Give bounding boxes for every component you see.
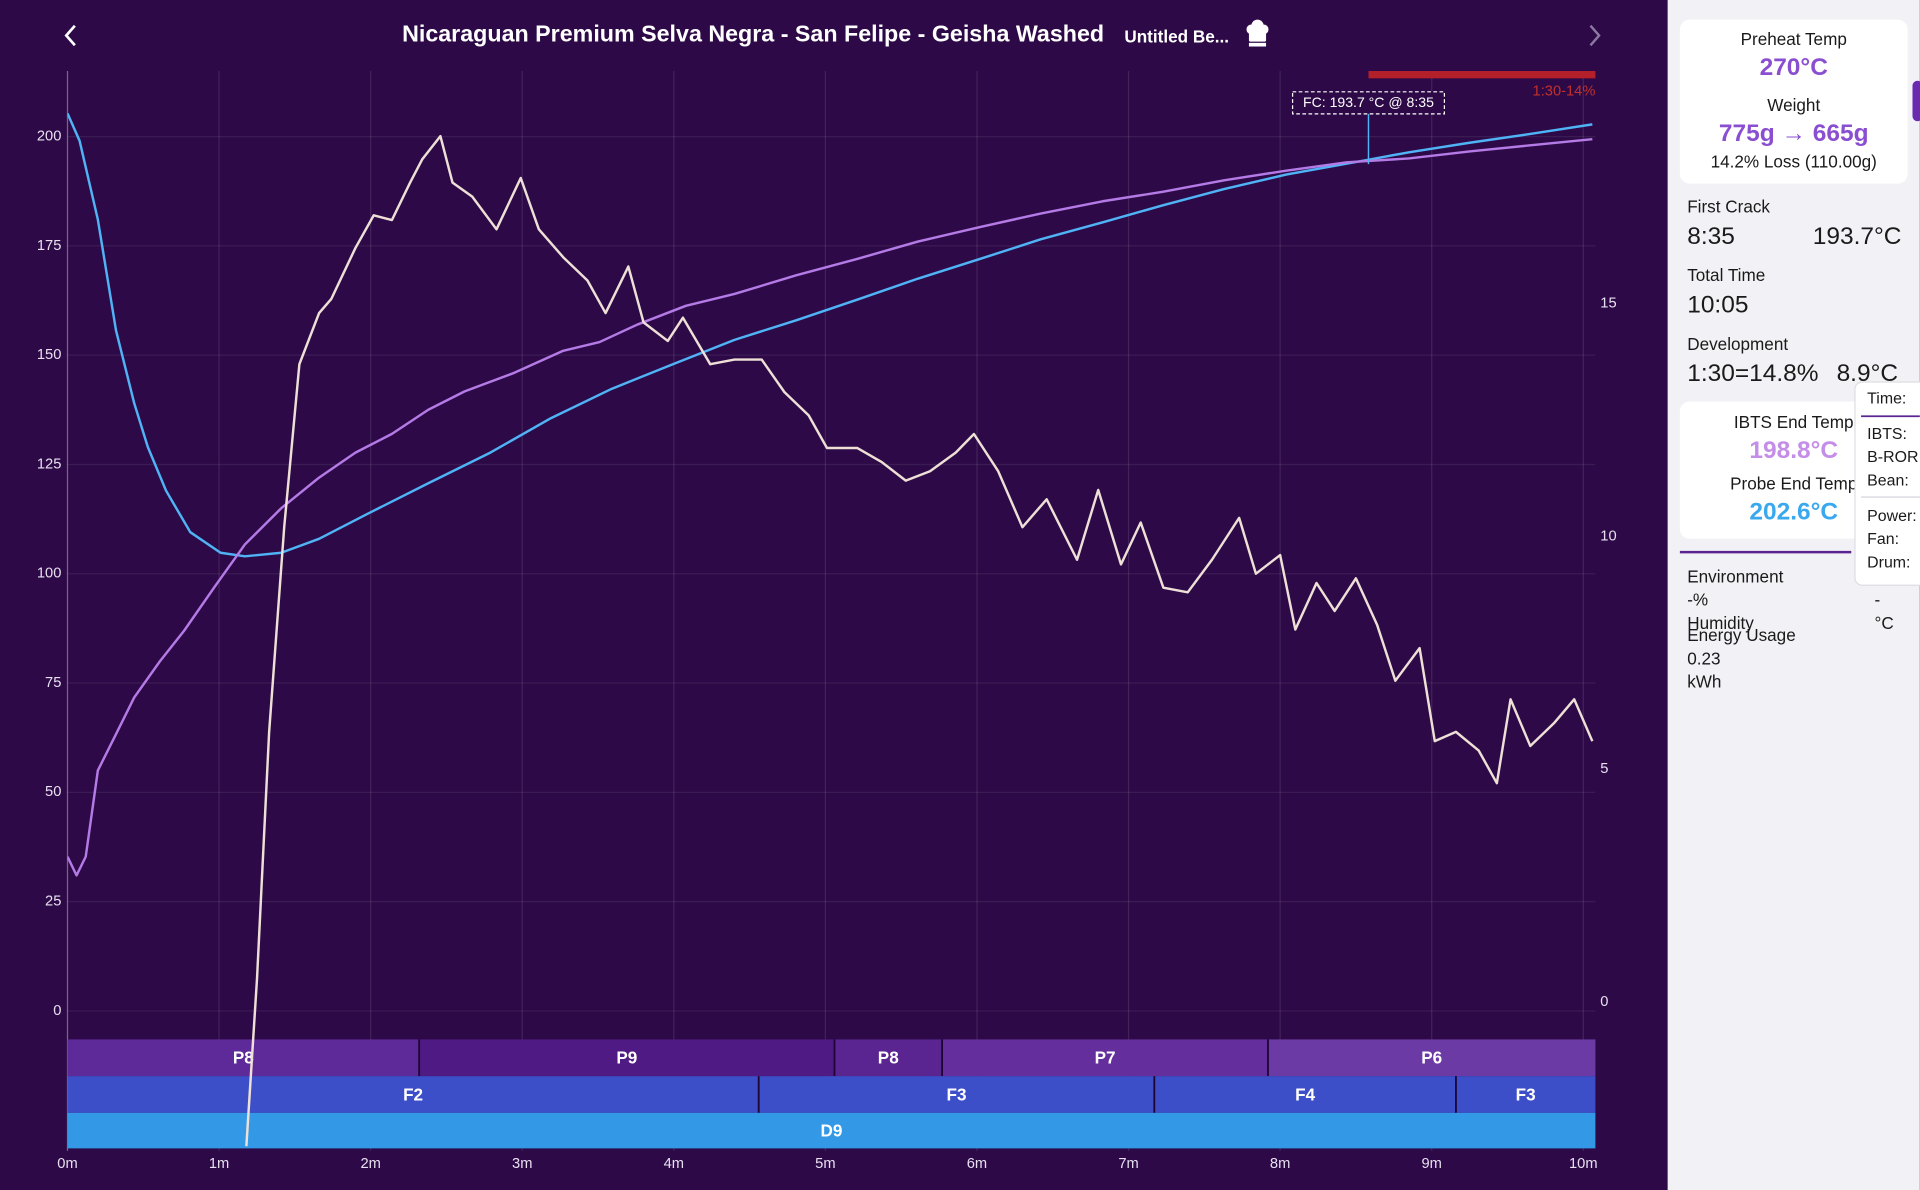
- y-tick-label: 50: [45, 784, 61, 800]
- phase-band: [942, 1039, 1268, 1077]
- x-tick-label: 3m: [512, 1156, 532, 1172]
- roast-title: Nicaraguan Premium Selva Negra - San Fel…: [402, 21, 1104, 47]
- value: 270°C: [1760, 54, 1828, 81]
- band-label: P9: [616, 1048, 637, 1068]
- label: IBTS End Temp: [1734, 412, 1854, 432]
- tooltip-label: IBTS:: [1867, 426, 1907, 443]
- back-button[interactable]: [64, 24, 76, 47]
- tooltip-label: Power:: [1867, 508, 1917, 525]
- phase-band: [67, 1039, 420, 1077]
- development-bar: [1368, 71, 1596, 79]
- x-tick-label: 8m: [1270, 1156, 1290, 1172]
- y2-tick-label: 10: [1600, 528, 1616, 544]
- value: 8:35: [1687, 223, 1735, 250]
- y-tick-label: 0: [53, 1003, 61, 1019]
- y-tick-label: 75: [45, 675, 61, 691]
- x-tick-label: 1m: [209, 1156, 229, 1172]
- label: Humidity: [1687, 613, 1754, 633]
- band-label: F4: [1295, 1084, 1315, 1104]
- summary-card: [1679, 19, 1908, 184]
- y-tick-label: 25: [45, 894, 61, 910]
- y2-tick-label: 15: [1600, 296, 1616, 312]
- y-tick-label: 175: [37, 238, 62, 254]
- tooltip-label: Bean:: [1867, 472, 1909, 489]
- next-button[interactable]: [1589, 24, 1601, 47]
- x-tick-label: 6m: [967, 1156, 987, 1172]
- value: 1:30=14.8%: [1687, 360, 1818, 387]
- series-line: [67, 112, 1593, 558]
- band-label: P8: [878, 1048, 899, 1068]
- y-tick-label: 125: [37, 456, 62, 472]
- x-tick-label: 0m: [57, 1156, 77, 1172]
- value: 202.6°C: [1749, 498, 1838, 525]
- value: 0.23: [1687, 648, 1720, 668]
- band-label: D9: [820, 1120, 842, 1140]
- y-tick-label: 200: [37, 128, 62, 144]
- label: 14.2% Loss (110.00g): [1711, 151, 1877, 171]
- phase-band: [1267, 1039, 1596, 1077]
- phase-band: [419, 1039, 835, 1077]
- y-tick-label: 100: [37, 566, 62, 582]
- tooltip-label: B-ROR: [1867, 449, 1918, 466]
- series-line: [245, 134, 1594, 1147]
- phase-band: [1455, 1076, 1596, 1113]
- band-label: P8: [233, 1048, 254, 1068]
- band-label: F2: [403, 1084, 423, 1104]
- label: Preheat Temp: [1741, 29, 1847, 49]
- band-label: F3: [1516, 1084, 1536, 1104]
- end-temp-card: [1679, 401, 1908, 539]
- series-line: [67, 137, 1593, 877]
- band-label: P6: [1421, 1048, 1442, 1068]
- value: 775g → 665g: [1719, 120, 1869, 147]
- x-tick-label: 5m: [815, 1156, 835, 1172]
- first-crack-label: FC: 193.7 °C @ 8:35: [1303, 94, 1434, 110]
- side-panel: [1667, 0, 1920, 1190]
- value: 198.8°C: [1749, 437, 1838, 464]
- phase-band: [67, 1076, 759, 1113]
- x-tick-label: 10m: [1569, 1156, 1598, 1172]
- label: Environment: [1687, 566, 1783, 586]
- band-label: F3: [947, 1084, 967, 1104]
- x-tick-label: 7m: [1118, 1156, 1138, 1172]
- x-tick-label: 4m: [664, 1156, 684, 1172]
- band-label: P7: [1095, 1048, 1116, 1068]
- phase-band: [758, 1076, 1155, 1113]
- chef-icon[interactable]: [1246, 19, 1269, 47]
- label: Weight: [1767, 95, 1820, 115]
- x-tick-label: 2m: [360, 1156, 380, 1172]
- value: -%: [1687, 590, 1708, 610]
- hover-tooltip: Time: IBTS: B-ROR Bean: Power: Fan: Drum…: [1854, 381, 1920, 586]
- label: Development: [1687, 334, 1788, 354]
- y2-tick-label: 0: [1600, 994, 1608, 1010]
- panel-tab[interactable]: [1912, 80, 1920, 122]
- label: kWh: [1687, 672, 1721, 692]
- label: Energy Usage: [1687, 625, 1796, 645]
- value: -: [1875, 590, 1881, 610]
- label: First Crack: [1687, 197, 1770, 217]
- label: °C: [1875, 613, 1894, 633]
- y-tick-label: 150: [37, 347, 62, 363]
- phase-band: [67, 1112, 1596, 1149]
- profile-name[interactable]: Untitled Be...: [1124, 26, 1229, 46]
- label: Probe End Temp: [1730, 473, 1857, 493]
- phase-band: [1154, 1076, 1456, 1113]
- chart: 0 25 50 75 100 125 150 175 200 0 5 10 15 0m 1m 2m 3m 4m 5m…: [37, 71, 1617, 1172]
- tooltip-label: Drum:: [1867, 554, 1910, 571]
- value: 193.7°C: [1813, 223, 1902, 250]
- label: Total Time: [1687, 265, 1765, 285]
- tooltip-label: Time:: [1867, 390, 1906, 407]
- y2-tick-label: 5: [1600, 761, 1608, 777]
- phase-band: [834, 1039, 943, 1077]
- value: 10:05: [1687, 292, 1748, 319]
- development-label: 1:30-14%: [1533, 84, 1596, 100]
- tooltip-label: Fan:: [1867, 531, 1899, 548]
- first-crack-box: [1291, 91, 1446, 115]
- x-tick-label: 9m: [1421, 1156, 1441, 1172]
